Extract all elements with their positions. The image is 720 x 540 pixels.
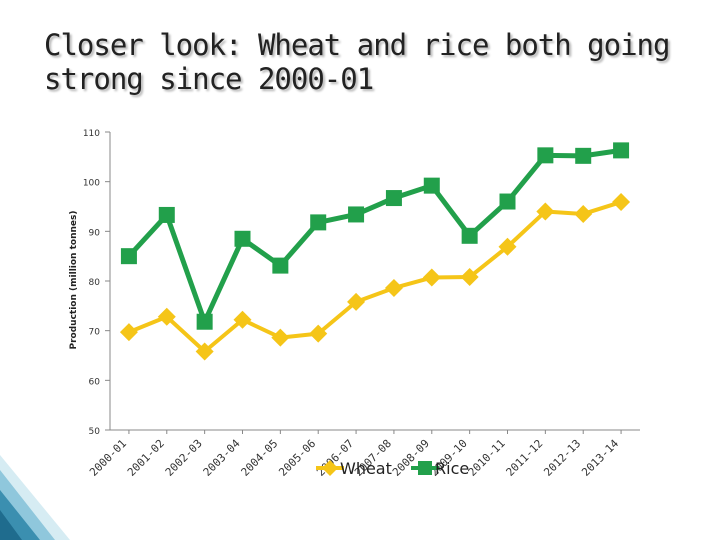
legend-label-wheat: Wheat: [340, 459, 392, 478]
rice-point: [348, 206, 365, 223]
rice-point: [537, 147, 554, 164]
series-line-wheat: [128, 200, 622, 354]
wheat-point: [460, 268, 479, 287]
rice-point: [158, 206, 175, 223]
legend-marker-rice: [418, 461, 432, 475]
wheat-point: [384, 278, 403, 297]
rice-point: [196, 313, 213, 330]
wheat-point: [119, 323, 138, 342]
y-tick-label: 90: [89, 228, 101, 238]
wheat-point: [536, 202, 555, 221]
rice-point: [310, 214, 327, 231]
rice-point: [499, 193, 516, 210]
wheat-point: [195, 342, 214, 361]
x-tick-label: 2000-01: [87, 437, 129, 479]
wheat-point: [157, 307, 176, 326]
y-tick-label: 100: [83, 179, 100, 189]
rice-point: [575, 147, 592, 164]
y-tick-label: 70: [89, 328, 101, 338]
x-tick-label: 2004-05: [239, 437, 281, 479]
wheat-point: [574, 204, 593, 223]
wheat-point: [309, 324, 328, 343]
x-tick-label: 2011-12: [504, 437, 546, 479]
x-tick-label: 2012-13: [541, 437, 583, 479]
wheat-point: [271, 328, 290, 347]
legend-marker-wheat: [322, 460, 338, 476]
wheat-point: [422, 268, 441, 287]
x-tick-label: 2003-04: [201, 437, 243, 479]
y-tick-label: 50: [89, 427, 101, 437]
rice-point: [423, 177, 440, 194]
y-tick-label: 110: [83, 129, 100, 139]
wheat-point: [347, 292, 366, 311]
wheat-point: [498, 237, 517, 256]
x-tick-label: 2010-11: [466, 437, 508, 479]
rice-point: [234, 230, 251, 247]
rice-point: [613, 142, 630, 159]
rice-point: [461, 227, 478, 244]
y-tick-label: 80: [89, 278, 101, 288]
x-tick-label: 2001-02: [125, 437, 167, 479]
x-tick-label: 2002-03: [163, 437, 205, 479]
x-tick-label: 2005-06: [276, 437, 318, 479]
page-title: Closer look: Wheat and rice both going s…: [44, 28, 670, 96]
wheat-point: [233, 310, 252, 329]
rice-point: [272, 257, 289, 274]
wheat-point: [612, 193, 631, 212]
rice-point: [120, 248, 137, 265]
rice-point: [385, 190, 402, 207]
legend-label-rice: Rice: [435, 459, 469, 478]
y-tick-label: 60: [89, 377, 101, 387]
x-tick-label: 2013-14: [579, 437, 621, 479]
